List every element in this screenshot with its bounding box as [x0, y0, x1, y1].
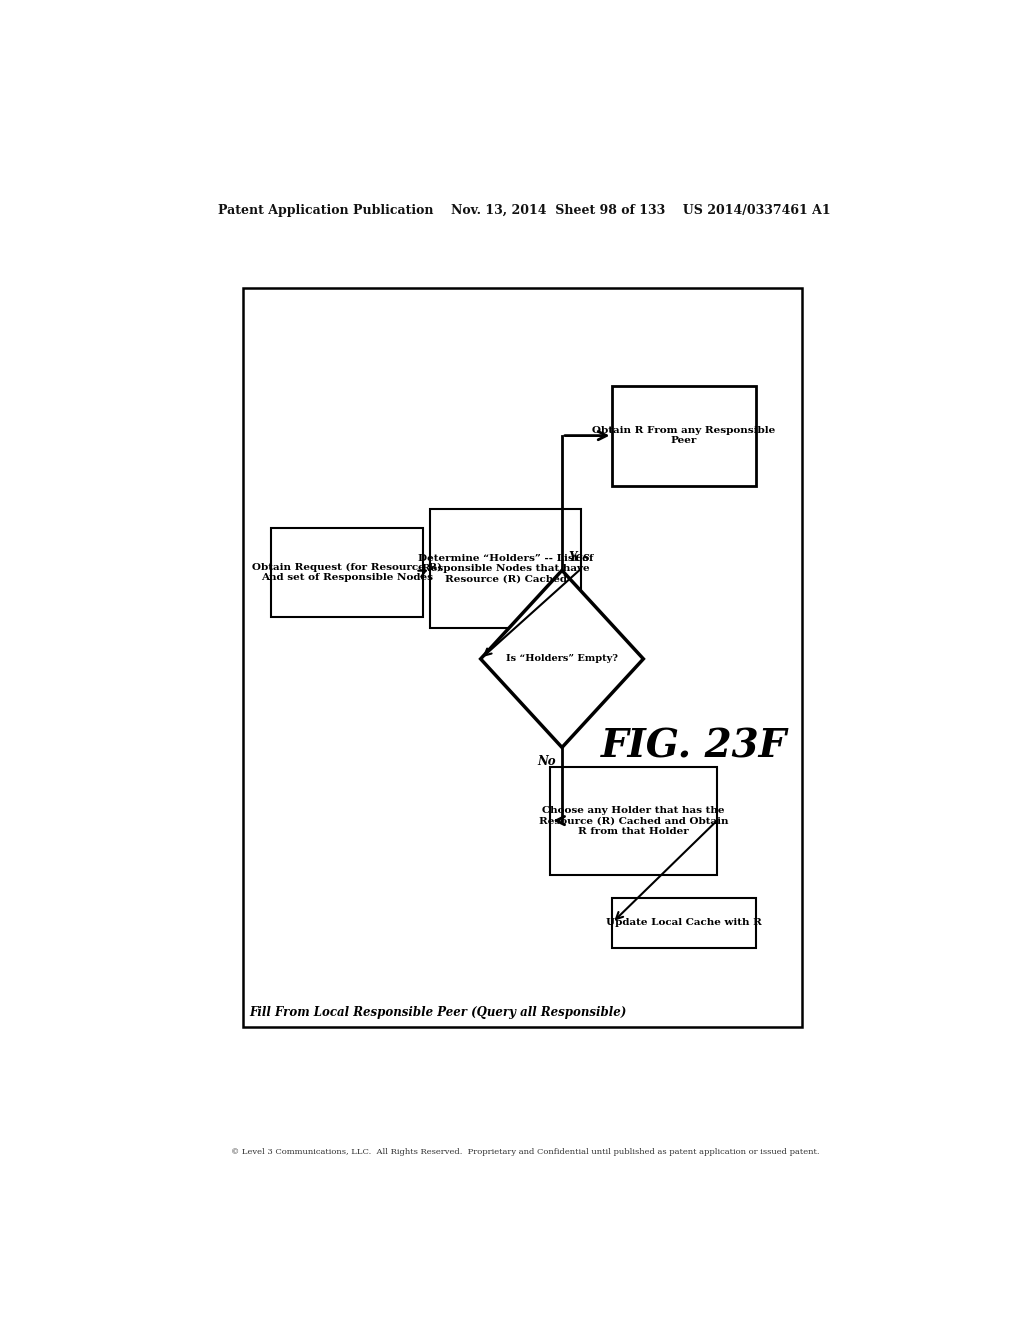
FancyBboxPatch shape [612, 385, 756, 486]
FancyBboxPatch shape [550, 767, 717, 874]
Polygon shape [480, 570, 643, 747]
Text: Obtain R From any Responsible
Peer: Obtain R From any Responsible Peer [593, 426, 776, 445]
Text: Patent Application Publication    Nov. 13, 2014  Sheet 98 of 133    US 2014/0337: Patent Application Publication Nov. 13, … [218, 205, 831, 218]
FancyBboxPatch shape [430, 508, 582, 628]
Text: FIG. 23F: FIG. 23F [600, 727, 786, 766]
Text: © Level 3 Communications, LLC.  All Rights Reserved.  Proprietary and Confidenti: © Level 3 Communications, LLC. All Right… [230, 1147, 819, 1156]
Text: Obtain Request (for Resource R)
And set of Responsible Nodes: Obtain Request (for Resource R) And set … [252, 562, 442, 582]
Text: Yes: Yes [568, 552, 590, 564]
Text: Determine “Holders” -- List of
Responsible Nodes that have
Resource (R) Cached: Determine “Holders” -- List of Responsib… [418, 553, 594, 583]
Text: Fill From Local Responsible Peer (Query all Responsible): Fill From Local Responsible Peer (Query … [249, 1006, 626, 1019]
Text: Is “Holders” Empty?: Is “Holders” Empty? [506, 655, 618, 664]
FancyBboxPatch shape [612, 898, 756, 948]
Polygon shape [243, 288, 802, 1027]
Text: Update Local Cache with R: Update Local Cache with R [606, 919, 762, 927]
FancyBboxPatch shape [271, 528, 423, 616]
Text: No: No [538, 755, 556, 768]
Text: Choose any Holder that has the
Resource (R) Cached and Obtain
R from that Holder: Choose any Holder that has the Resource … [539, 805, 728, 836]
